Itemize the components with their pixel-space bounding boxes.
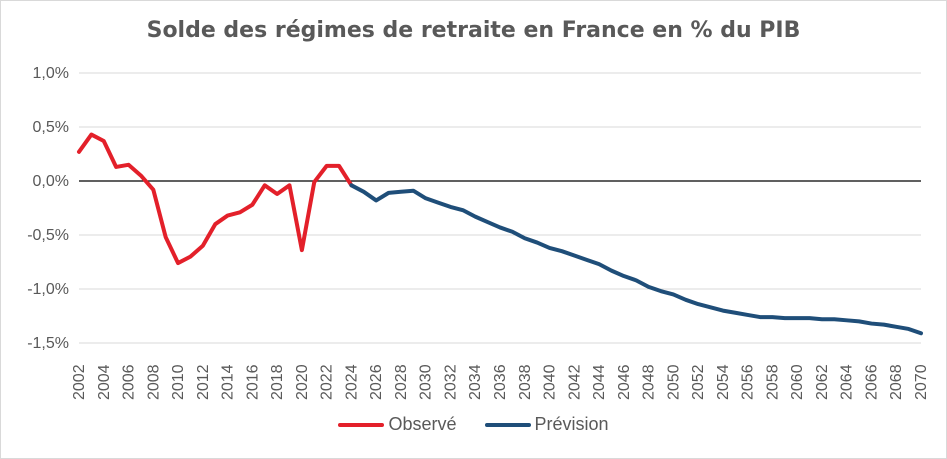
x-tick-label: 2034	[467, 364, 484, 400]
x-tick-label: 2050	[665, 364, 682, 400]
x-tick-label: 2056	[740, 364, 757, 400]
series-line-prevision	[349, 183, 923, 336]
x-tick-label: 2070	[913, 364, 930, 400]
x-tick-label: 2038	[517, 364, 534, 400]
y-tick-label: 0,0%	[33, 173, 69, 190]
x-tick-label: 2004	[96, 364, 113, 400]
x-tick-label: 2046	[616, 364, 633, 400]
x-tick-label: 2054	[715, 364, 732, 400]
x-tick-label: 2042	[566, 364, 583, 400]
x-tick-label: 2048	[641, 364, 658, 400]
chart-title: Solde des régimes de retraite en France …	[146, 18, 801, 43]
x-tick-label: 2024	[343, 364, 360, 400]
x-tick-label: 2040	[542, 364, 559, 400]
y-tick-label: -0,5%	[27, 227, 69, 244]
x-tick-label: 2016	[244, 364, 261, 400]
x-tick-label: 2008	[145, 364, 162, 400]
y-tick-label: 1,0%	[33, 65, 69, 82]
x-tick-label: 2006	[121, 364, 138, 400]
legend-swatch-prevision	[484, 422, 531, 427]
x-tick-label: 2030	[418, 364, 435, 400]
x-tick-label: 2002	[71, 364, 88, 400]
series-line-observe	[77, 132, 354, 266]
chart-legend: Observé Prévision	[0, 414, 947, 435]
x-tick-label: 2058	[764, 364, 781, 400]
x-tick-label: 2062	[814, 364, 831, 400]
x-tick-label: 2026	[368, 364, 385, 400]
x-tick-label: 2036	[492, 364, 509, 400]
x-tick-label: 2014	[220, 364, 237, 400]
x-tick-label: 2020	[294, 364, 311, 400]
x-tick-label: 2010	[170, 364, 187, 400]
x-tick-label: 2066	[863, 364, 880, 400]
y-tick-label: 0,5%	[33, 119, 69, 136]
x-tick-label: 2028	[393, 364, 410, 400]
y-tick-label: -1,0%	[27, 281, 69, 298]
x-tick-label: 2044	[591, 364, 608, 400]
x-tick-label: 2022	[319, 364, 336, 400]
legend-item-prevision: Prévision	[484, 414, 609, 435]
x-tick-label: 2068	[888, 364, 905, 400]
legend-label-observe: Observé	[388, 414, 457, 434]
x-tick-label: 2018	[269, 364, 286, 400]
x-tick-label: 2012	[195, 364, 212, 400]
y-tick-label: -1,5%	[27, 335, 69, 352]
legend-label-prevision: Prévision	[534, 414, 609, 434]
x-tick-label: 2060	[789, 364, 806, 400]
x-tick-label: 2032	[442, 364, 459, 400]
x-tick-label: 2052	[690, 364, 707, 400]
x-tick-label: 2064	[839, 364, 856, 400]
legend-swatch-observe	[338, 422, 385, 427]
legend-item-observe: Observé	[338, 414, 457, 435]
